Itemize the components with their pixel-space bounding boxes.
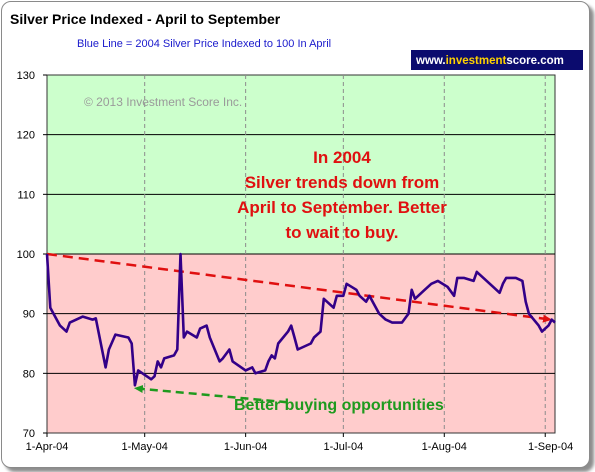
trend-line <box>46 252 552 323</box>
brand-badge-background <box>411 50 583 70</box>
chart-frame: 70 80 90 100 110 120 130 1-Apr-04 1-May-04 1-Jun… <box>1 1 590 468</box>
y-tick-label-80: 80 <box>23 368 35 380</box>
plot-background <box>46 74 556 434</box>
y-tick-label-90: 90 <box>23 309 35 321</box>
x-tick-label-0: 1-Apr-04 <box>26 441 69 453</box>
main-annotation-line-1: Silver trends down from <box>245 173 440 192</box>
line-chart: 70 80 90 100 110 120 130 1-Apr-04 1-May-04 1-Jun… <box>10 11 583 453</box>
copyright-text: © 2013 Investment Score Inc. <box>84 95 242 109</box>
brand-badge: www.investmentscore.com <box>411 50 583 70</box>
x-tick-label-3: 1-Jul-04 <box>323 441 363 453</box>
chart-subtitle: Blue Line = 2004 Silver Price Indexed to… <box>77 38 331 50</box>
y-tick-label-110: 110 <box>17 189 35 201</box>
brand-url-accent: investment <box>446 55 507 67</box>
y-axis-ticks: 70 80 90 100 110 120 130 <box>17 70 47 440</box>
x-tick-label-1: 1-May-04 <box>121 441 167 453</box>
main-annotation-line-0: In 2004 <box>313 148 371 167</box>
series-line-silver-2004 <box>45 252 556 387</box>
x-axis-ticks: 1-Apr-04 1-May-04 1-Jun-04 1-Jul-04 1-Aug-04… <box>26 433 573 453</box>
main-annotation: In 2004 Silver trends down from April to S… <box>237 148 447 242</box>
chart-title: Silver Price Indexed - April to Septembe… <box>10 11 281 27</box>
plot-band-0 <box>47 75 555 254</box>
y-tick-label-100: 100 <box>17 249 35 261</box>
buying-annotation: Better buying opportunities <box>234 397 444 414</box>
y-tick-label-120: 120 <box>17 130 35 142</box>
y-tick-label-70: 70 <box>23 428 35 440</box>
y-tick-label-130: 130 <box>17 70 35 82</box>
x-tick-label-2: 1-Jun-04 <box>224 441 267 453</box>
main-annotation-line-3: to wait to buy. <box>285 223 398 242</box>
x-tick-label-4: 1-Aug-04 <box>422 441 467 453</box>
main-annotation-line-2: April to September. Better <box>237 198 447 217</box>
brand-url-rest: score.com <box>506 55 564 67</box>
grid-lines <box>47 75 555 433</box>
x-tick-label-5: 1-Sep-04 <box>528 441 573 453</box>
brand-url: www.investmentscore.com <box>415 55 564 67</box>
brand-url-prefix: www. <box>415 55 446 67</box>
